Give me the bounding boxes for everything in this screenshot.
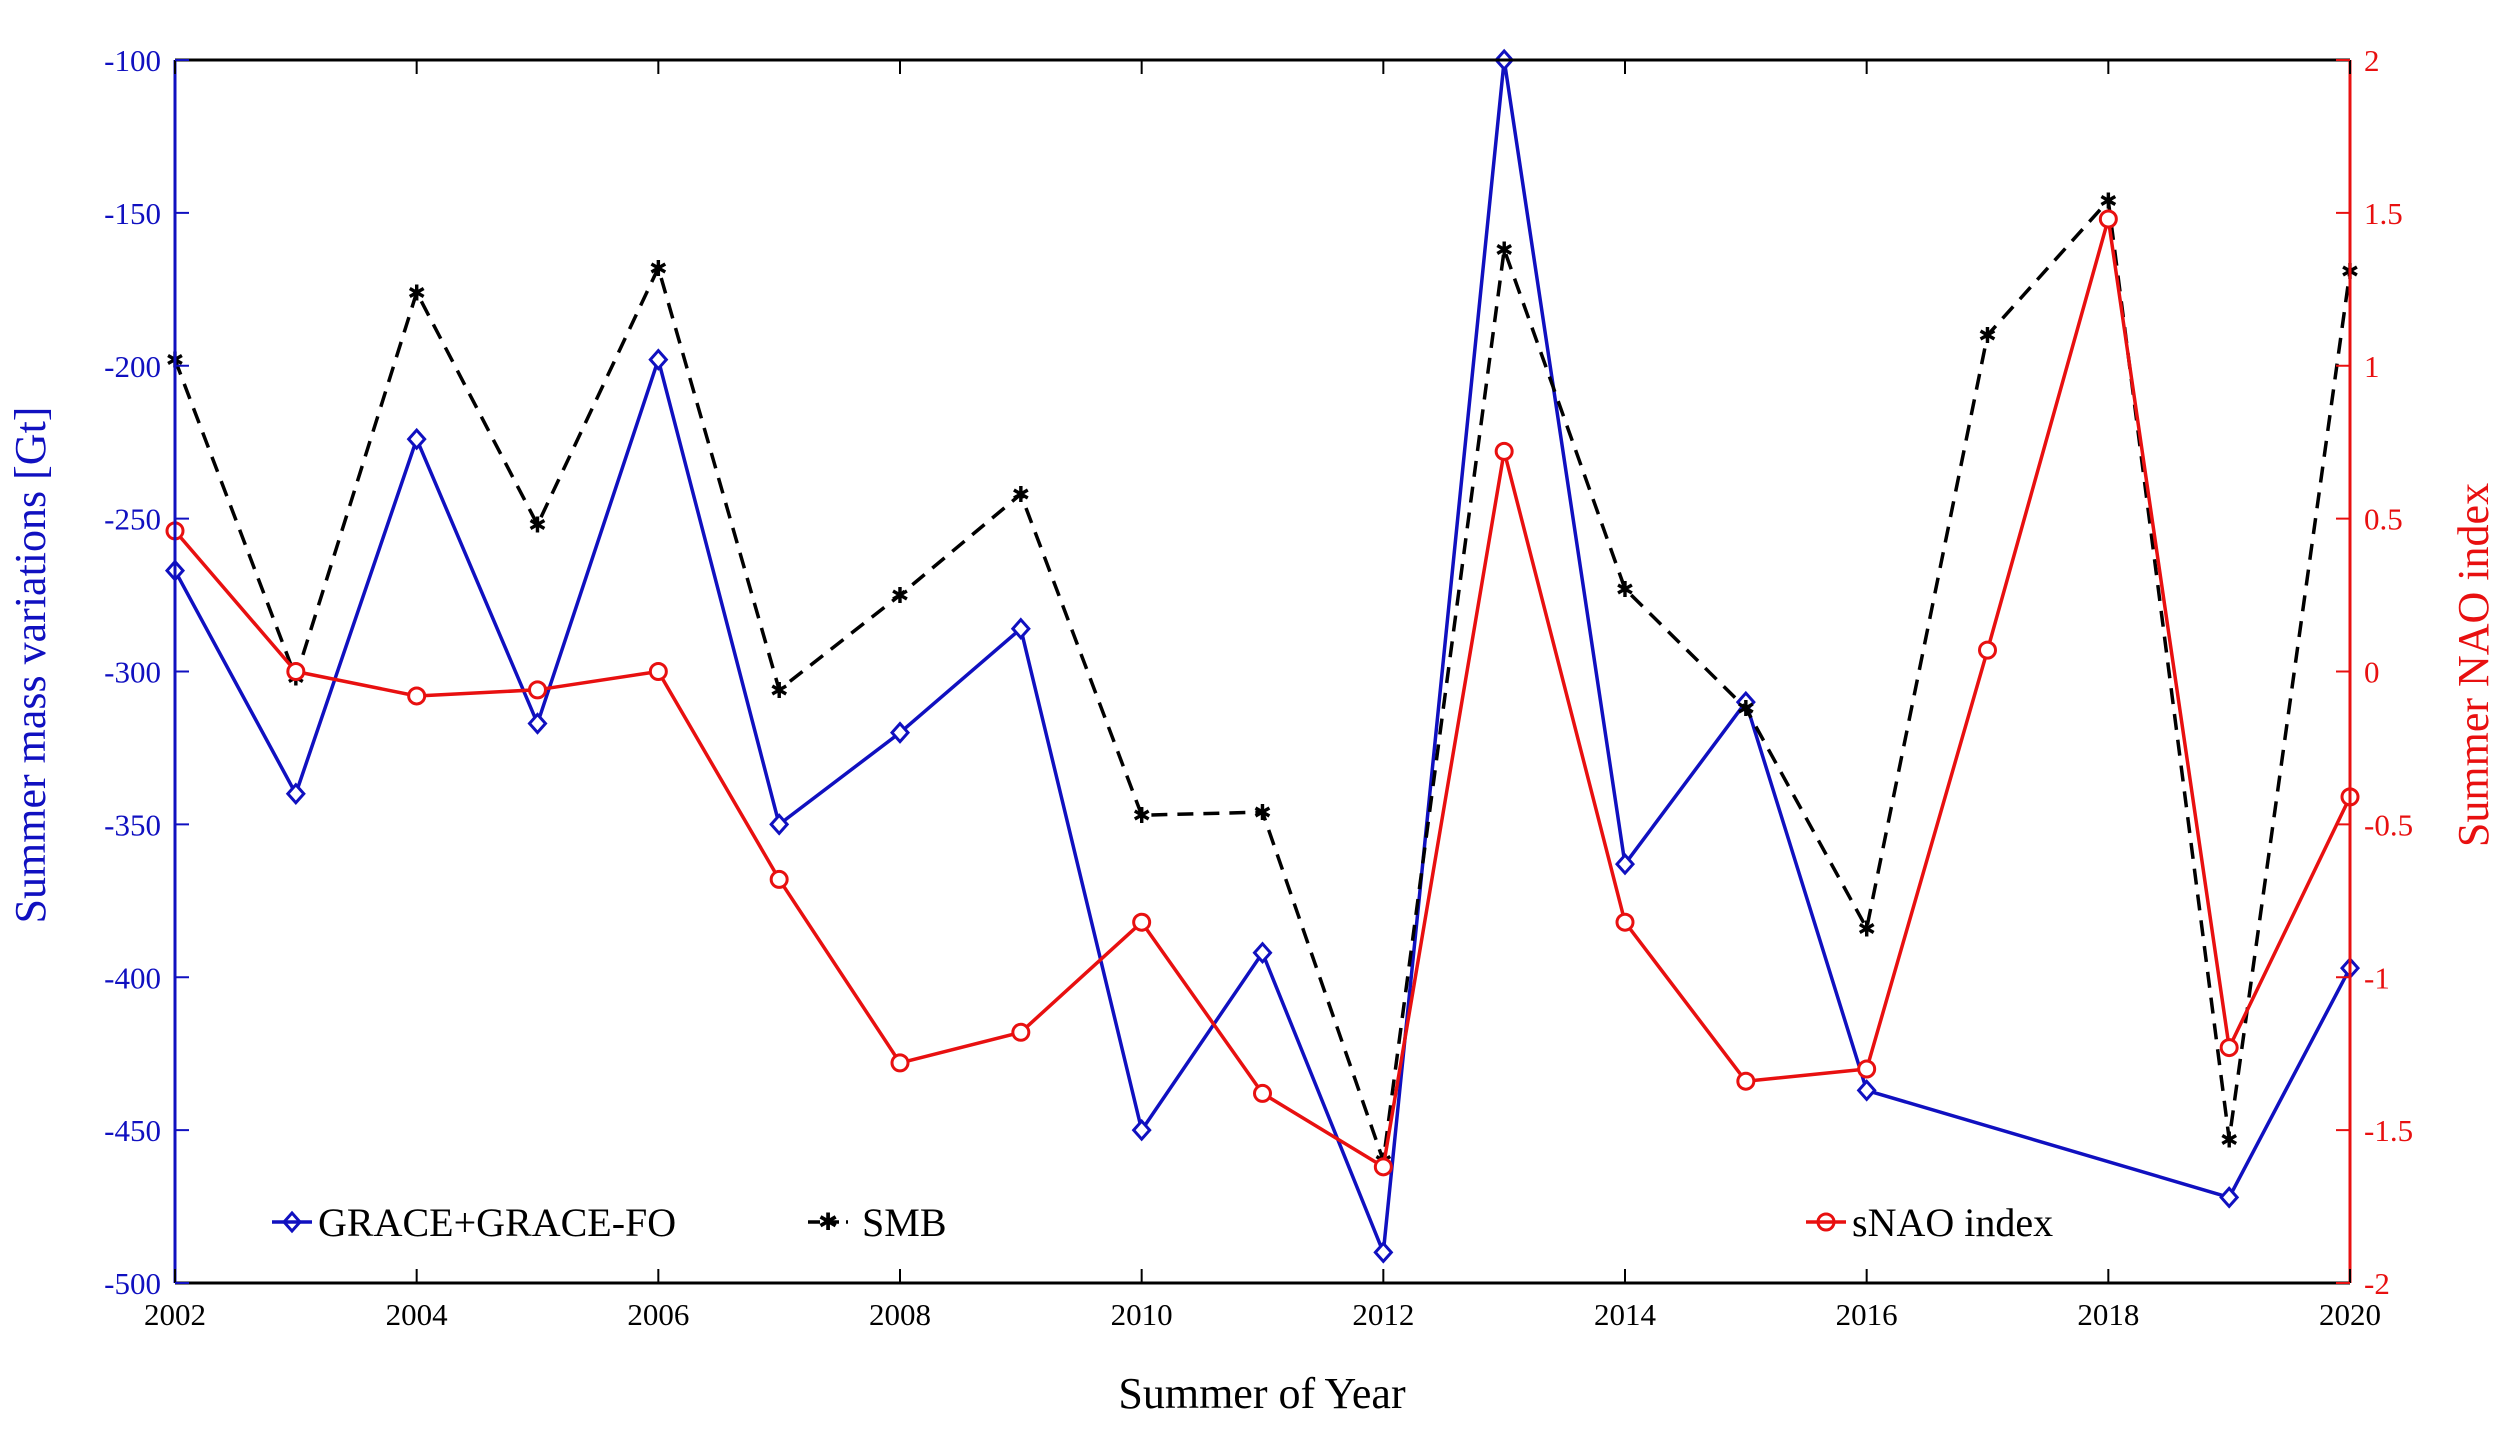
series-snao-index-point xyxy=(1011,1022,1031,1042)
x-tick-label: 2006 xyxy=(627,1297,689,1332)
y-right-tick-label: -0.5 xyxy=(2364,807,2413,842)
series-smb-point: ✱ xyxy=(649,257,667,282)
legend-smb-label: SMB xyxy=(862,1200,947,1245)
series-smb-point: ✱ xyxy=(2099,190,2117,215)
y-right-tick-label: -2 xyxy=(2364,1266,2390,1301)
series-smb-point: ✱ xyxy=(1253,801,1271,826)
series-snao-index-point xyxy=(648,662,668,681)
legend-smb-marker: ✱ xyxy=(818,1208,838,1236)
y-left-tick-label: -450 xyxy=(104,1113,161,1148)
series-smb-point: ✱ xyxy=(1616,578,1634,603)
ticks-layer: 2002 2004 2006 2008 2010 2012 2014 2016 2018 2020… xyxy=(104,43,2413,1332)
legend-grace-marker xyxy=(281,1210,303,1234)
x-tick-label: 2018 xyxy=(2077,1297,2139,1332)
series-snao-index-point xyxy=(1132,912,1152,932)
x-tick-label: 2020 xyxy=(2319,1297,2381,1332)
series-snao-index-point xyxy=(286,662,306,681)
series-smb-point: ✱ xyxy=(891,584,909,609)
series-grace-grace-fo-point xyxy=(2219,1186,2240,1209)
legend: GRACE+GRACE-FO ✱ SMB sNAO index xyxy=(272,1200,2053,1245)
series-grace-grace-fo-point xyxy=(1252,941,1273,965)
y-right-tick-label: 2 xyxy=(2364,43,2380,78)
series-smb-point: ✱ xyxy=(407,281,425,306)
legend-snao-marker xyxy=(1816,1212,1836,1232)
y-right-tick-label: -1.5 xyxy=(2364,1113,2413,1148)
y-right-tick-label: -1 xyxy=(2364,960,2390,995)
series-grace-grace-fo-point xyxy=(1373,1241,1394,1264)
y-left-tick-label: -300 xyxy=(104,655,161,690)
series-smb-point: ✱ xyxy=(2220,1128,2238,1153)
legend-grace-label: GRACE+GRACE-FO xyxy=(318,1200,676,1245)
x-axis-title: Summer of Year xyxy=(1118,1369,1406,1418)
y-left-tick-label: -250 xyxy=(104,502,161,537)
series-snao-index-point xyxy=(1373,1157,1393,1177)
series-grace-grace-fo-point xyxy=(1131,1118,1152,1142)
y-right-axis-title: Summer NAO index xyxy=(2449,483,2498,847)
series-snao-index-point xyxy=(1857,1059,1877,1079)
series-snao-index-point xyxy=(1736,1071,1756,1091)
y-left-tick-label: -500 xyxy=(104,1266,161,1301)
series-smb-point: ✱ xyxy=(1012,483,1030,508)
series-smb-line xyxy=(173,198,2352,1163)
series-smb-point: ✱ xyxy=(1132,804,1150,829)
series-smb-point: ✱ xyxy=(770,679,788,704)
series-grace-grace-fo-point xyxy=(648,348,669,371)
series-grace-grace-fo-point xyxy=(889,721,911,744)
series-smb-point: ✱ xyxy=(1857,917,1875,942)
y-right-tick-label: 1.5 xyxy=(2364,196,2403,231)
x-tick-label: 2002 xyxy=(144,1297,206,1332)
series-grace-grace-fo-point xyxy=(1856,1079,1877,1102)
series-grace-grace-fo-point xyxy=(769,813,790,836)
y-right-tick-label: 0 xyxy=(2364,655,2380,690)
series-snao-index-point xyxy=(528,680,547,700)
series-snao-index-point xyxy=(1615,912,1635,932)
x-tick-label: 2004 xyxy=(386,1297,449,1332)
series-snao-index-point xyxy=(407,686,427,706)
series-snao-index-point xyxy=(1494,441,1514,461)
y-left-tick-label: -100 xyxy=(104,43,161,78)
x-tick-label: 2010 xyxy=(1111,1297,1173,1332)
series-grace-grace-fo-point xyxy=(1010,617,1031,640)
series-smb-point: ✱ xyxy=(1495,239,1513,264)
y-left-tick-label: -350 xyxy=(104,807,161,842)
series-grace-grace-fo-point xyxy=(285,782,306,806)
series-grace-grace-fo-point xyxy=(406,427,427,451)
series-snao-index-point xyxy=(1978,640,1997,660)
series-smb-point: ✱ xyxy=(1978,324,1996,349)
y-left-tick-label: -200 xyxy=(104,349,161,384)
y-right-tick-label: 1 xyxy=(2364,349,2380,384)
series-layer: ✱✱✱✱✱✱✱✱✱✱✱✱✱✱✱✱✱✱✱ xyxy=(164,48,2361,1264)
x-tick-label: 2012 xyxy=(1352,1297,1414,1332)
y-left-axis-title: Summer mass variations [Gt] xyxy=(6,407,55,924)
series-snao-index-point xyxy=(2098,209,2118,229)
y-right-tick-label: 0.5 xyxy=(2364,502,2403,537)
series-smb-point: ✱ xyxy=(1737,697,1755,722)
x-tick-label: 2016 xyxy=(1836,1297,1898,1332)
series-snao-index-point xyxy=(769,869,789,889)
series-snao-index-point xyxy=(1253,1083,1272,1103)
y-left-tick-label: -400 xyxy=(104,960,161,995)
series-grace-grace-fo-point xyxy=(1614,852,1636,876)
y-left-tick-label: -150 xyxy=(104,196,161,231)
series-smb-point: ✱ xyxy=(528,514,546,539)
series-grace-grace-fo-point xyxy=(527,712,548,735)
x-tick-label: 2008 xyxy=(869,1297,931,1332)
series-snao-index-point xyxy=(890,1053,910,1073)
legend-snao-label: sNAO index xyxy=(1852,1200,2053,1245)
x-tick-label: 2014 xyxy=(1594,1297,1657,1332)
series-snao-index-point xyxy=(2219,1038,2239,1058)
